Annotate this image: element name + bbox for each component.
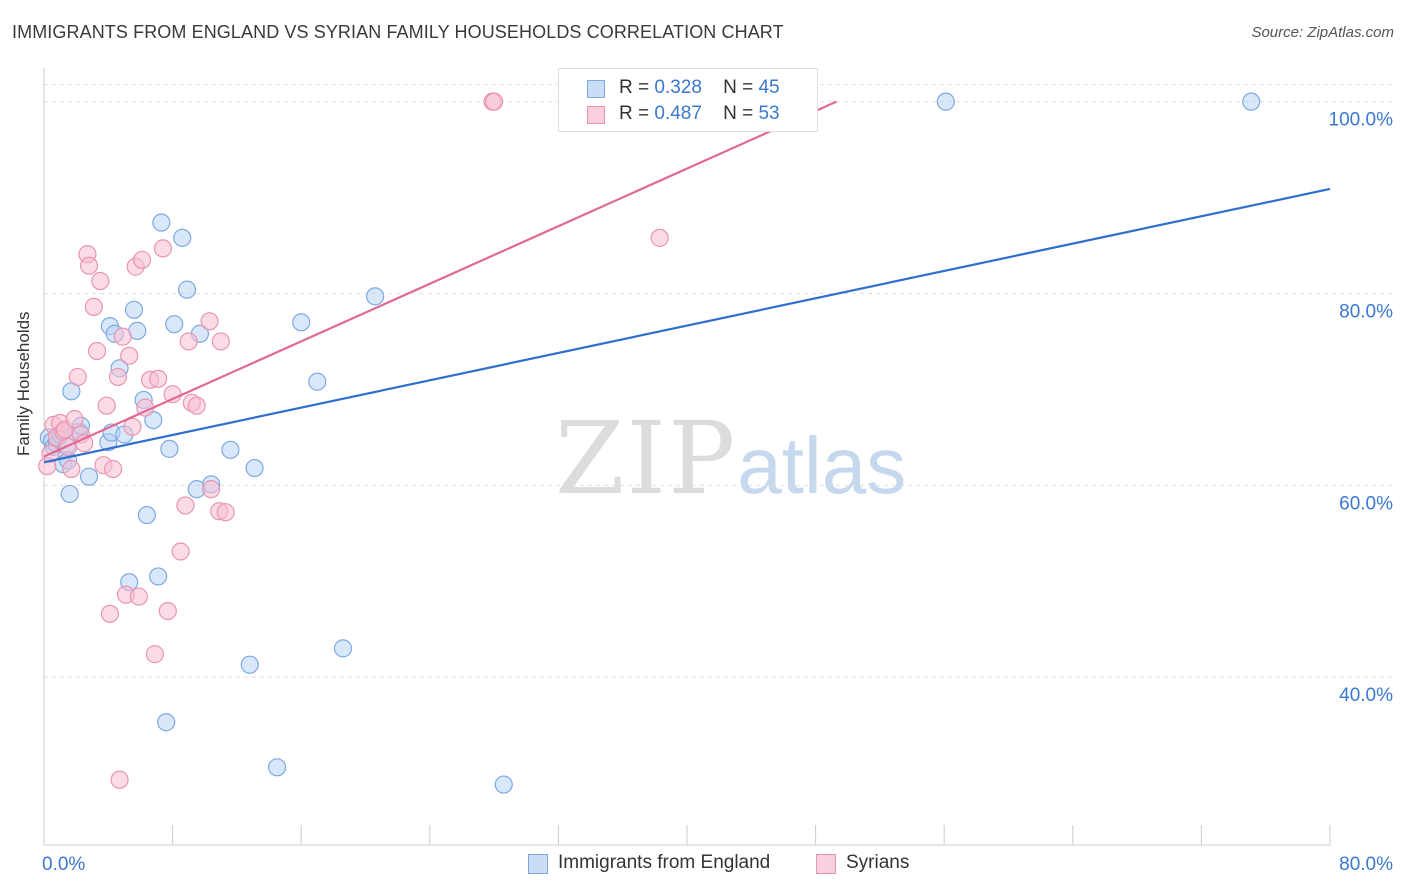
england-point — [152, 213, 171, 232]
bottom-legend-label-syrians: Syrians — [846, 852, 910, 873]
y-tick-label: 100.0% — [1329, 110, 1394, 131]
syrians-point — [108, 367, 128, 387]
england-point — [240, 655, 259, 674]
syrians-point — [65, 410, 84, 429]
syrians-point — [176, 496, 195, 515]
syrians-point — [59, 437, 78, 457]
england-point — [160, 439, 179, 458]
syrians-point — [187, 396, 206, 415]
x-tick-label: 0.0% — [42, 854, 85, 875]
legend-swatch-england — [587, 80, 605, 98]
syrians-point — [110, 770, 129, 789]
syrians-point — [113, 327, 132, 346]
axis-layer — [43, 68, 1331, 846]
source-label: Source: ZipAtlas.com — [1251, 24, 1394, 41]
england-point — [292, 313, 311, 332]
grid-layer — [44, 84, 1395, 678]
england-point — [936, 92, 955, 111]
syrians-point — [97, 396, 116, 415]
legend-n-label: N = — [723, 77, 754, 98]
england-point — [137, 505, 156, 525]
legend-text-syrians: R = 0.487 N = 53 — [619, 103, 780, 125]
syrians-point — [123, 417, 142, 436]
syrians-point — [120, 346, 139, 365]
legend-r-value-england: 0.328 — [654, 77, 702, 98]
syrians-point — [87, 341, 107, 361]
bottom-legend-swatch-syrians — [816, 854, 836, 874]
legend-text-england: R = 0.328 N = 45 — [619, 77, 780, 99]
legend-n-value-syrians: 53 — [758, 103, 780, 124]
england-point — [60, 484, 79, 504]
chart-title: IMMIGRANTS FROM ENGLAND VS SYRIAN FAMILY… — [12, 22, 784, 42]
y-axis-label: Family Households — [14, 311, 33, 456]
syrians-point — [132, 250, 152, 270]
syrians-point — [91, 271, 110, 291]
watermark-atlas: atlas — [737, 421, 907, 510]
y-tick-label: 80.0% — [1339, 301, 1393, 322]
y-tick-label: 40.0% — [1339, 685, 1393, 706]
trend-layer — [43, 100, 1331, 464]
legend-n-label: N = — [723, 103, 754, 124]
legend-r-value-syrians: 0.487 — [654, 103, 702, 124]
syrians-point — [104, 459, 123, 479]
england-point — [177, 280, 197, 299]
england-point — [173, 228, 192, 247]
syrians-point — [100, 604, 120, 623]
england-trendline — [43, 187, 1331, 464]
syrians-point — [153, 239, 173, 258]
syrians-point — [68, 367, 87, 387]
syrians-point — [650, 228, 669, 247]
syrians-point — [79, 256, 99, 275]
england-point — [79, 467, 99, 486]
y-tick-label: 60.0% — [1339, 493, 1393, 514]
syrians-point — [158, 601, 177, 621]
england-point — [221, 440, 240, 459]
syrians-point — [200, 312, 219, 331]
syrians-point — [485, 92, 504, 111]
zipatlas-watermark: ZIPatlas — [555, 400, 906, 517]
syrians-point — [129, 587, 148, 606]
syrians-point — [179, 332, 198, 351]
points-layer — [38, 92, 1261, 794]
legend-swatch-syrians — [587, 106, 605, 124]
england-point — [124, 300, 144, 319]
england-point — [1242, 92, 1261, 111]
legend-r-label: R = — [619, 77, 650, 98]
england-point — [165, 315, 184, 334]
england-point — [333, 639, 353, 658]
england-point — [149, 567, 168, 586]
tick-label-layer: 40.0% 60.0% 80.0% 100.0% 0.0% 80.0% — [42, 110, 1393, 875]
syrians-point — [211, 332, 230, 351]
england-point — [366, 287, 385, 306]
syrians-trendline — [43, 100, 837, 458]
syrians-point — [62, 459, 81, 479]
syrians-point — [149, 369, 168, 388]
england-point — [267, 758, 287, 777]
legend-n-value-england: 45 — [758, 77, 780, 98]
england-point — [245, 458, 264, 478]
england-point — [308, 372, 327, 391]
bottom-legend-swatch-england — [528, 854, 548, 874]
x-tick-label: 80.0% — [1339, 854, 1393, 875]
england-point — [157, 713, 176, 732]
syrians-point — [84, 297, 103, 317]
syrians-point — [145, 645, 165, 664]
watermark-zip: ZIP — [555, 400, 738, 517]
correlation-legend: R = 0.328 N = 45 R = 0.487 N = 53 — [558, 68, 818, 132]
england-point — [494, 775, 513, 794]
bottom-legend-label-england: Immigrants from England — [558, 852, 771, 873]
syrians-point — [171, 542, 190, 561]
syrians-point — [216, 503, 235, 522]
legend-r-label: R = — [619, 103, 650, 124]
syrians-point — [202, 480, 221, 499]
syrians-point — [75, 434, 94, 453]
